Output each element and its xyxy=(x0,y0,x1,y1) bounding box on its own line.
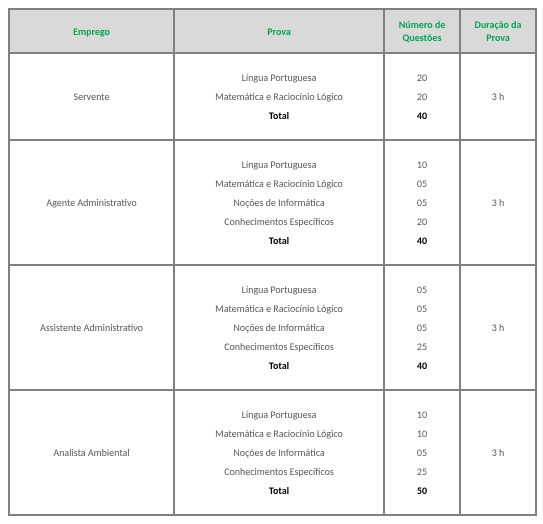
col-header-prova: Prova xyxy=(174,9,384,53)
total-label: Total xyxy=(179,481,379,500)
col-header-duracao: Duração da Prova xyxy=(460,9,536,53)
emprego-cell: Analista Ambiental xyxy=(9,390,174,515)
duracao-cell: 3 h xyxy=(460,265,536,390)
subject-count: 05 xyxy=(389,174,455,193)
subject-count: 05 xyxy=(389,193,455,212)
subject-count: 10 xyxy=(389,424,455,443)
total-label: Total xyxy=(179,106,379,125)
emprego-cell: Agente Administrativo xyxy=(9,140,174,265)
subject-name: Noções de Informática xyxy=(179,318,379,337)
table-row: Analista AmbientalLíngua PortuguesaMatem… xyxy=(9,390,536,515)
duracao-cell: 3 h xyxy=(460,390,536,515)
subject-name: Conhecimentos Específicos xyxy=(179,337,379,356)
subject-count: 05 xyxy=(389,299,455,318)
subject-name: Matemática e Raciocínio Lógico xyxy=(179,87,379,106)
prova-cell: Língua PortuguesaMatemática e Raciocínio… xyxy=(174,265,384,390)
emprego-cell: Servente xyxy=(9,53,174,140)
table-row: Agente AdministrativoLíngua PortuguesaMa… xyxy=(9,140,536,265)
subject-name: Matemática e Raciocínio Lógico xyxy=(179,424,379,443)
subject-name: Noções de Informática xyxy=(179,193,379,212)
subject-name: Matemática e Raciocínio Lógico xyxy=(179,174,379,193)
duracao-cell: 3 h xyxy=(460,53,536,140)
total-count: 40 xyxy=(389,106,455,125)
emprego-cell: Assistente Administrativo xyxy=(9,265,174,390)
table-row: ServenteLíngua PortuguesaMatemática e Ra… xyxy=(9,53,536,140)
prova-cell: Língua PortuguesaMatemática e Raciocínio… xyxy=(174,140,384,265)
subject-count: 05 xyxy=(389,443,455,462)
subject-name: Língua Portuguesa xyxy=(179,280,379,299)
subject-name: Conhecimentos Específicos xyxy=(179,212,379,231)
total-count: 40 xyxy=(389,356,455,375)
subject-count: 10 xyxy=(389,405,455,424)
subject-name: Língua Portuguesa xyxy=(179,155,379,174)
subject-count: 10 xyxy=(389,155,455,174)
total-label: Total xyxy=(179,356,379,375)
subject-count: 05 xyxy=(389,318,455,337)
subject-count: 05 xyxy=(389,280,455,299)
total-count: 50 xyxy=(389,481,455,500)
prova-cell: Língua PortuguesaMatemática e Raciocínio… xyxy=(174,53,384,140)
exam-schedule-table: Emprego Prova Número de Questões Duração… xyxy=(8,8,537,516)
total-count: 40 xyxy=(389,231,455,250)
col-header-emprego: Emprego xyxy=(9,9,174,53)
table-body: ServenteLíngua PortuguesaMatemática e Ra… xyxy=(9,53,536,515)
questoes-cell: 0505052540 xyxy=(384,265,460,390)
subject-count: 25 xyxy=(389,462,455,481)
table-header: Emprego Prova Número de Questões Duração… xyxy=(9,9,536,53)
table-row: Assistente AdministrativoLíngua Portugue… xyxy=(9,265,536,390)
subject-name: Noções de Informática xyxy=(179,443,379,462)
questoes-cell: 1010052550 xyxy=(384,390,460,515)
subject-count: 20 xyxy=(389,212,455,231)
prova-cell: Língua PortuguesaMatemática e Raciocínio… xyxy=(174,390,384,515)
subject-name: Língua Portuguesa xyxy=(179,405,379,424)
duracao-cell: 3 h xyxy=(460,140,536,265)
col-header-numero-questoes: Número de Questões xyxy=(384,9,460,53)
subject-count: 20 xyxy=(389,87,455,106)
subject-name: Língua Portuguesa xyxy=(179,68,379,87)
questoes-cell: 202040 xyxy=(384,53,460,140)
subject-count: 25 xyxy=(389,337,455,356)
questoes-cell: 1005052040 xyxy=(384,140,460,265)
subject-name: Matemática e Raciocínio Lógico xyxy=(179,299,379,318)
subject-count: 20 xyxy=(389,68,455,87)
total-label: Total xyxy=(179,231,379,250)
subject-name: Conhecimentos Específicos xyxy=(179,462,379,481)
